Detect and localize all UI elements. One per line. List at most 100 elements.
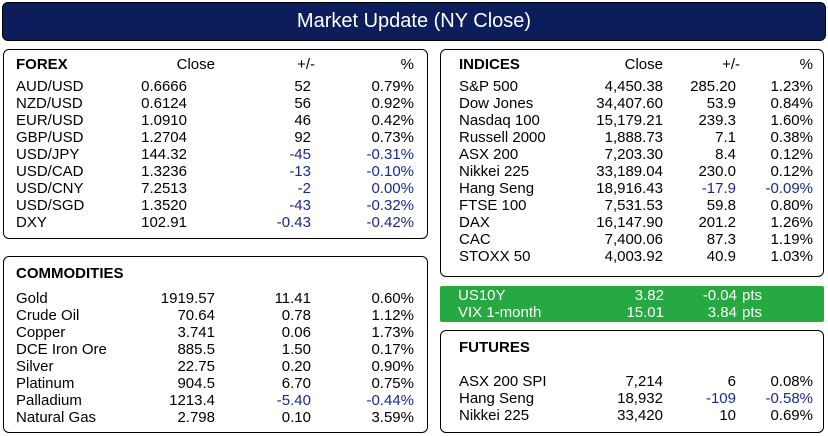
indices-pct-cell: 0.12% (770, 146, 813, 163)
indices-change-cell: 7.1 (715, 129, 736, 146)
futures-change-cell: 10 (719, 407, 736, 424)
commodities-row: Platinum 904.5 6.70 0.75% (4, 375, 427, 392)
commodities-name-cell: Crude Oil (16, 307, 80, 324)
forex-row: USD/JPY 144.32 -45 -0.31% (4, 146, 427, 163)
indices-pct-cell: 0.84% (770, 95, 813, 112)
commodities-name-cell: Natural Gas (16, 409, 97, 426)
commodities-close-cell: 70.64 (177, 307, 215, 324)
commodities-row: Silver 22.75 0.20 0.90% (4, 358, 427, 375)
indices-row: CAC 7,400.06 87.3 1.19% (441, 231, 823, 248)
forex-rows: AUD/USD 0.6666 52 0.79% NZD/USD 0.6124 56 0.92%… (4, 78, 427, 231)
indices-row: S&P 500 4,450.38 285.20 1.23% (441, 78, 823, 95)
futures-change-cell: 6 (727, 373, 736, 390)
indices-name-cell: FTSE 100 (459, 197, 527, 214)
indices-name-cell: Nasdaq 100 (459, 112, 540, 129)
yields-unit-cell: pts (742, 287, 763, 304)
forex-name-cell: USD/CNY (16, 180, 84, 197)
forex-col-close: Close (176, 56, 215, 73)
forex-change-cell: -45 (289, 146, 311, 163)
forex-row: NZD/USD 0.6124 56 0.92% (4, 95, 427, 112)
indices-name-cell: S&P 500 (459, 78, 518, 95)
indices-close-cell: 34,407.60 (596, 95, 663, 112)
indices-row: ASX 200 7,203.30 8.4 0.12% (441, 146, 823, 163)
forex-row: USD/CAD 1.3236 -13 -0.10% (4, 163, 427, 180)
commodities-close-cell: 22.75 (177, 358, 215, 375)
commodities-pct-cell: 0.75% (371, 375, 414, 392)
commodities-row: Natural Gas 2.798 0.10 3.59% (4, 409, 427, 426)
yields-change-cell: 3.84 (707, 304, 737, 321)
commodities-row: Gold 1919.57 11.41 0.60% (4, 290, 427, 307)
commodities-close-cell: 1213.4 (169, 392, 215, 409)
indices-pct-cell: 1.26% (770, 214, 813, 231)
indices-close-cell: 15,179.21 (596, 112, 663, 129)
commodities-name-cell: Palladium (16, 392, 82, 409)
futures-pct-cell: 0.08% (770, 373, 813, 390)
indices-change-cell: 59.8 (706, 197, 736, 214)
indices-change-cell: -17.9 (701, 180, 736, 197)
indices-pct-cell: 1.03% (770, 248, 813, 265)
commodities-close-cell: 885.5 (177, 341, 215, 358)
indices-change-cell: 8.4 (715, 146, 736, 163)
forex-heading: FOREX (16, 56, 68, 73)
forex-pct-cell: -0.10% (366, 163, 414, 180)
indices-col-change: +/- (722, 56, 740, 73)
forex-name-cell: USD/JPY (16, 146, 80, 163)
indices-change-cell: 53.9 (706, 95, 736, 112)
futures-name-cell: Nikkei 225 (459, 407, 530, 424)
forex-name-cell: DXY (16, 214, 47, 231)
indices-pct-cell: 0.12% (770, 163, 813, 180)
forex-col-change: +/- (297, 56, 315, 73)
yields-bar: US10Y 3.82 -0.04 pts VIX 1-month 15.01 3.84 pts (440, 286, 824, 322)
commodities-pct-cell: 0.90% (371, 358, 414, 375)
yields-value-cell: 3.82 (634, 287, 664, 304)
yields-change-cell: -0.04 (702, 287, 737, 304)
commodities-rows: Gold 1919.57 11.41 0.60% Crude Oil 70.64 0.78 1… (4, 290, 427, 426)
yields-value-cell: 15.01 (626, 304, 664, 321)
indices-name-cell: STOXX 50 (459, 248, 531, 265)
futures-change-cell: -109 (705, 390, 736, 407)
indices-change-cell: 239.3 (698, 112, 736, 129)
forex-change-cell: -2 (297, 180, 311, 197)
forex-change-cell: -0.43 (276, 214, 311, 231)
futures-close-cell: 7,214 (625, 373, 663, 390)
market-update-banner: Market Update (NY Close) (2, 2, 826, 41)
futures-row: ASX 200 SPI 7,214 6 0.08% (441, 373, 823, 390)
yields-row: US10Y 3.82 -0.04 pts (440, 287, 824, 304)
indices-close-cell: 4,450.38 (604, 78, 663, 95)
commodities-name-cell: Copper (16, 324, 66, 341)
indices-col-pct: % (799, 56, 813, 73)
commodities-name-cell: Silver (16, 358, 54, 375)
forex-pct-cell: 0.00% (371, 180, 414, 197)
commodities-close-cell: 904.5 (177, 375, 215, 392)
commodities-close-cell: 2.798 (177, 409, 215, 426)
indices-row: FTSE 100 7,531.53 59.8 0.80% (441, 197, 823, 214)
forex-change-cell: 56 (294, 95, 311, 112)
futures-close-cell: 33,420 (617, 407, 663, 424)
forex-row: USD/CNY 7.2513 -2 0.00% (4, 180, 427, 197)
forex-row: AUD/USD 0.6666 52 0.79% (4, 78, 427, 95)
indices-pct-cell: 1.23% (770, 78, 813, 95)
commodities-change-cell: -5.40 (276, 392, 311, 409)
commodities-pct-cell: 3.59% (371, 409, 414, 426)
commodities-heading: COMMODITIES (16, 265, 124, 282)
futures-pct-cell: 0.69% (770, 407, 813, 424)
indices-col-close: Close (624, 56, 663, 73)
indices-change-cell: 201.2 (698, 214, 736, 231)
indices-row: Nasdaq 100 15,179.21 239.3 1.60% (441, 112, 823, 129)
page-title: Market Update (NY Close) (296, 10, 532, 32)
indices-change-cell: 230.0 (698, 163, 736, 180)
indices-row: Hang Seng 18,916.43 -17.9 -0.09% (441, 180, 823, 197)
commodities-change-cell: 11.41 (274, 290, 311, 307)
commodities-change-cell: 0.06 (281, 324, 311, 341)
indices-change-cell: 285.20 (690, 78, 736, 95)
commodities-change-cell: 0.10 (281, 409, 311, 426)
commodities-pct-cell: -0.44% (366, 392, 414, 409)
forex-close-cell: 7.2513 (141, 180, 187, 197)
forex-name-cell: NZD/USD (16, 95, 83, 112)
indices-name-cell: ASX 200 (459, 146, 519, 163)
forex-pct-cell: -0.42% (366, 214, 414, 231)
indices-close-cell: 4,003.92 (604, 248, 663, 265)
indices-heading: INDICES (459, 56, 520, 73)
forex-pct-cell: -0.31% (366, 146, 414, 163)
indices-pct-cell: 1.60% (770, 112, 813, 129)
